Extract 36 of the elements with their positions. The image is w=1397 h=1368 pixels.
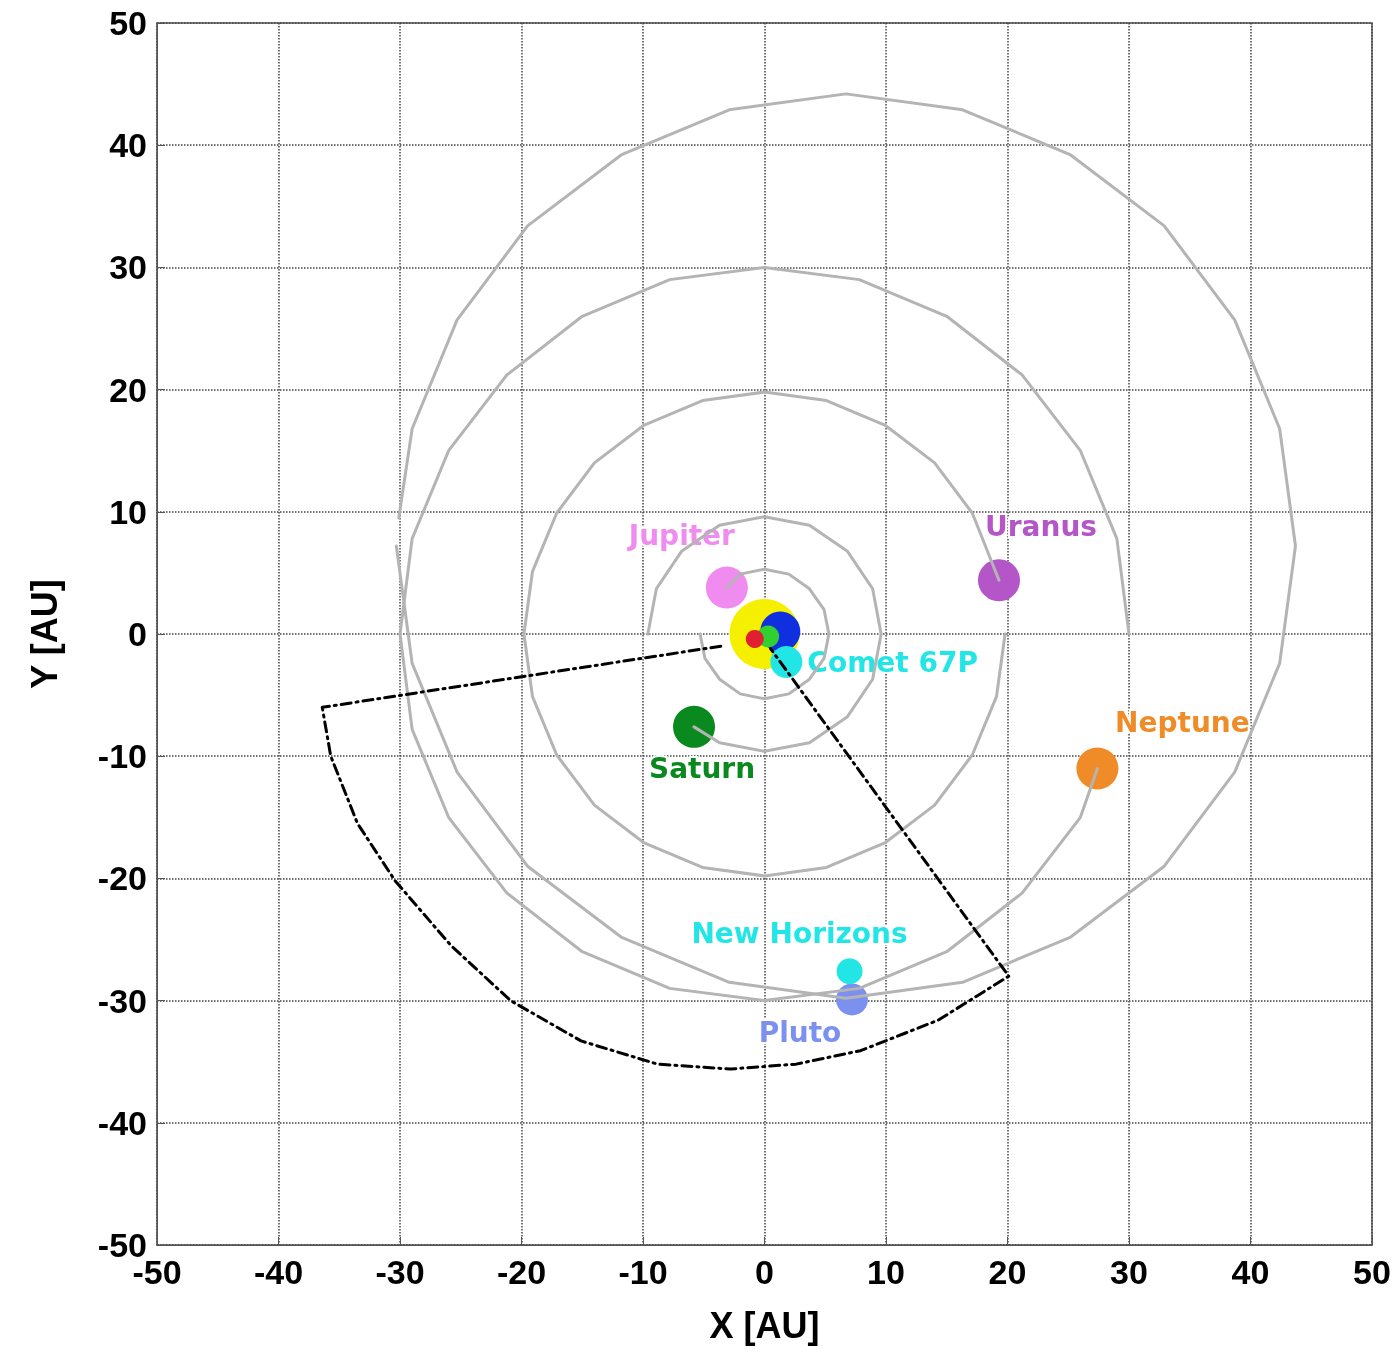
point	[1076, 747, 1119, 790]
x-tick-label: -40	[253, 1253, 304, 1291]
y-tick-label: 30	[109, 248, 147, 287]
y-tick-label: -10	[97, 737, 147, 776]
series-label: New Horizons	[691, 916, 908, 950]
point	[745, 629, 764, 648]
x-tick-label: 40	[1231, 1253, 1270, 1291]
point	[673, 705, 716, 748]
y-tick-label: -40	[97, 1103, 147, 1142]
y-tick-label: -30	[97, 981, 147, 1020]
x-tick-label: 10	[867, 1253, 905, 1291]
x-tick-label: 50	[1353, 1253, 1391, 1291]
point	[770, 646, 803, 679]
x-tick-label: 20	[988, 1253, 1027, 1291]
series-label: Neptune	[1115, 705, 1250, 739]
x-tick-label: 30	[1110, 1253, 1148, 1291]
y-tick-label: -20	[97, 859, 147, 898]
line-series	[394, 92, 1297, 1000]
point	[978, 559, 1020, 602]
x-tick-label: 0	[755, 1253, 774, 1291]
y-tick-label: 10	[109, 492, 147, 531]
x-tick-label: -30	[375, 1253, 425, 1291]
series-label: Comet 67P	[807, 645, 978, 679]
x-tick-label: -20	[496, 1253, 547, 1291]
x-tick-label: -10	[618, 1253, 668, 1291]
point	[836, 958, 863, 985]
series-label: Uranus	[985, 509, 1097, 543]
y-tick-label: 40	[109, 126, 147, 165]
x-axis-title: X [AU]	[709, 1304, 820, 1346]
y-tick-label: 20	[109, 370, 147, 409]
series-label: Pluto	[758, 1015, 842, 1049]
y-axis-title: Y [AU]	[23, 579, 65, 689]
y-tick-label: 50	[109, 4, 147, 42]
y-tick-label: 0	[128, 615, 147, 653]
series-label: Saturn	[648, 752, 756, 786]
point	[705, 566, 748, 609]
